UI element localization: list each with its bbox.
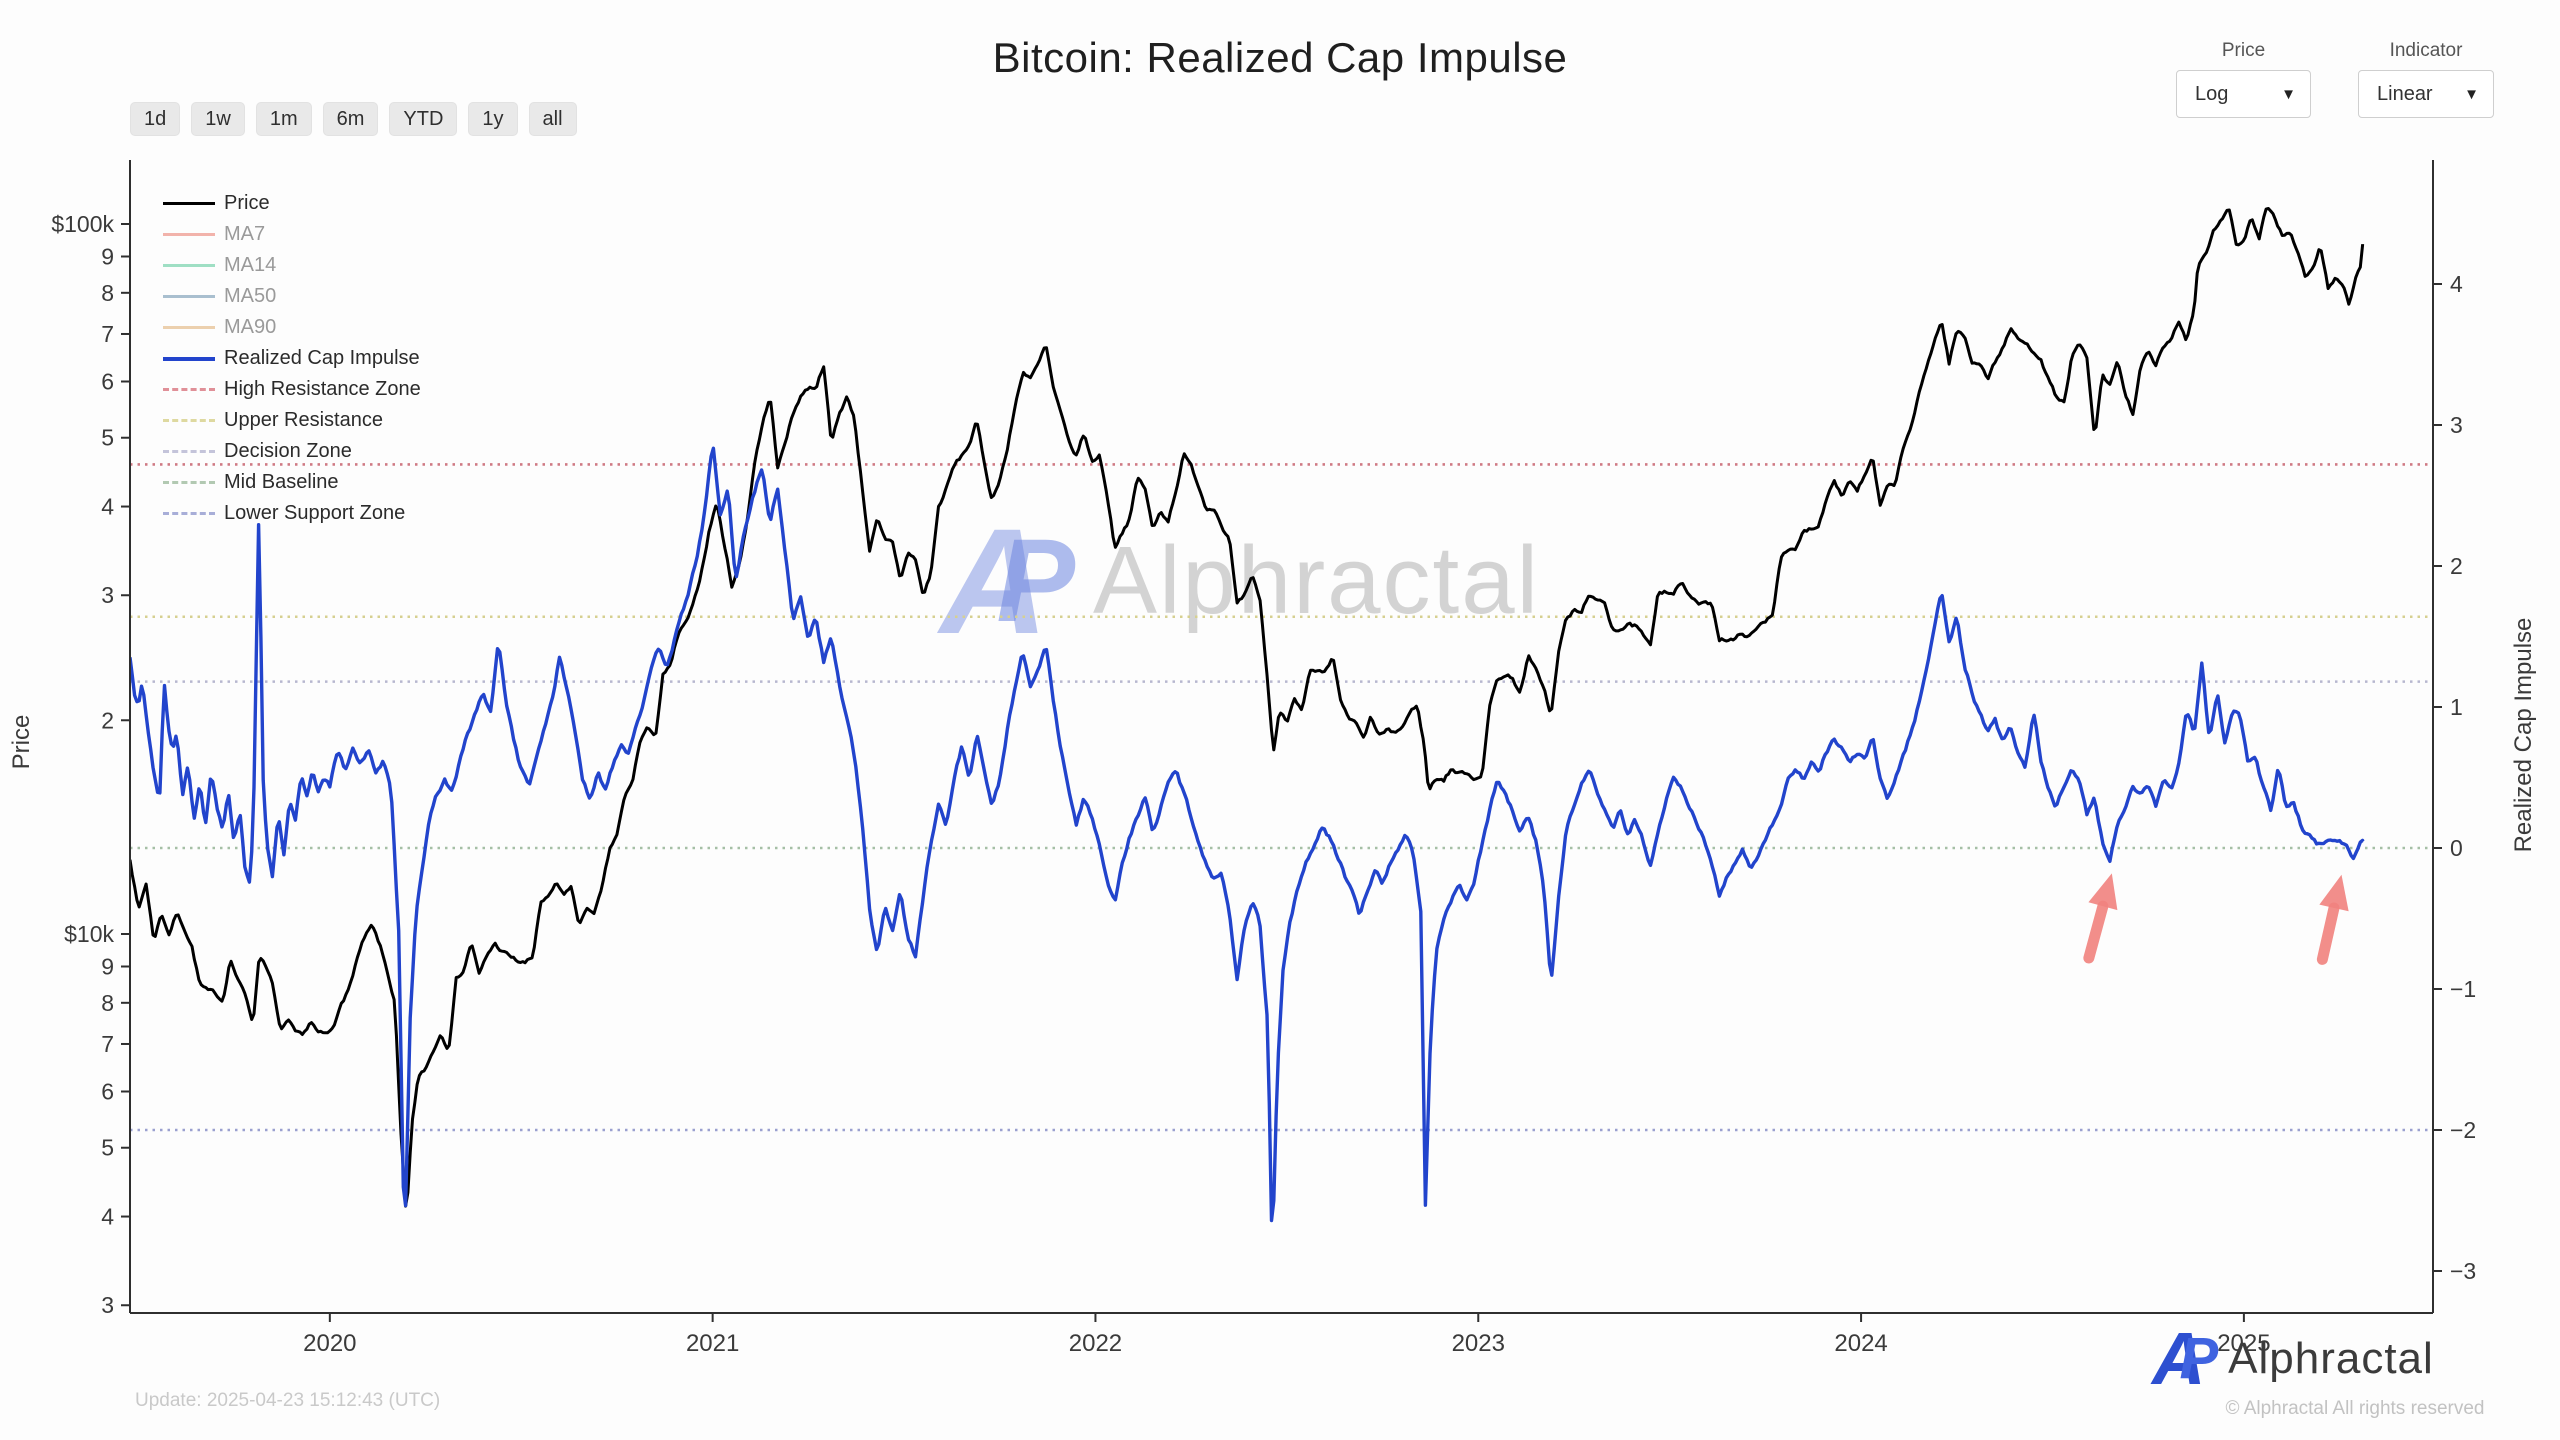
left-axis-tick-label: 9 [101,953,114,979]
range-button-all[interactable]: all [528,102,577,136]
time-range-button-row: 1d 1w 1m 6m YTD 1y all [130,102,577,136]
x-axis-tick-label: 2024 [1834,1330,1887,1357]
legend-label: Mid Baseline [224,471,339,493]
legend-item-ma90[interactable]: MA90 [163,312,421,343]
left-axis-tick-label: 3 [101,1292,114,1318]
right-axis-tick-label: −3 [2450,1258,2476,1284]
right-axis-tick-label: −2 [2450,1117,2476,1143]
legend-label: Realized Cap Impulse [224,347,420,369]
legend-label: MA14 [224,254,277,276]
indicator-dropdown-label: Indicator [2389,40,2463,61]
indicator-scale-dropdown-group: Indicator Linear ▼ [2358,40,2494,118]
left-axis-tick-label: 9 [101,243,114,269]
left-axis-tick-label: 4 [101,1204,114,1230]
legend-label: Lower Support Zone [224,502,406,524]
legend-label: High Resistance Zone [224,378,421,400]
legend-swatch-icon [163,512,215,515]
left-axis-title: Price [8,714,35,770]
left-axis-tick-label: $100k [51,211,114,237]
left-axis-tick-label: 2 [101,707,114,733]
price-scale-dropdown-group: Price Log ▼ [2176,40,2311,118]
range-button-6m[interactable]: 6m [322,102,379,136]
left-axis-tick-label: 8 [101,280,114,306]
legend-swatch-icon [163,388,215,391]
right-axis-tick-label: 0 [2450,835,2463,861]
legend-label: Decision Zone [224,440,352,462]
realized-cap-impulse-line [130,446,2365,1223]
legend-item-decision-zone[interactable]: Decision Zone [163,436,421,467]
range-button-1m[interactable]: 1m [255,102,312,136]
footer-logo: A P Alphractal [2152,1322,2434,1396]
x-axis-tick-label: 2021 [686,1330,739,1357]
range-button-1y[interactable]: 1y [468,102,518,136]
left-axis-tick-label: 3 [101,582,114,608]
chevron-down-icon: ▼ [2281,85,2296,103]
price-scale-select[interactable]: Log ▼ [2176,70,2311,118]
indicator-scale-value: Linear [2377,82,2433,105]
x-axis-tick-label: 2025 [2217,1330,2270,1357]
legend-item-ma50[interactable]: MA50 [163,281,421,312]
annotation-arrow-icon [2316,874,2349,965]
right-axis-tick-label: 3 [2450,412,2463,438]
left-axis-tick-label: 5 [101,1135,114,1161]
legend-item-realized-cap-impulse[interactable]: Realized Cap Impulse [163,343,421,374]
left-axis-tick-label: 7 [101,321,114,347]
legend-swatch-icon [163,450,215,453]
footer-ap-monogram-icon: P [2179,1326,2219,1391]
right-axis-tick-label: 4 [2450,271,2463,297]
legend-swatch-icon [163,326,215,329]
right-axis-title: Realized Cap Impulse [2510,617,2537,853]
indicator-scale-select[interactable]: Linear ▼ [2358,70,2494,118]
left-axis-tick-label: 6 [101,1079,114,1105]
left-axis-tick-label: 6 [101,369,114,395]
right-axis-tick-label: 2 [2450,553,2463,579]
left-axis-tick-label: $10k [64,921,114,947]
update-timestamp: Update: 2025-04-23 15:12:43 (UTC) [135,1390,441,1411]
x-axis-tick-label: 2022 [1069,1330,1122,1357]
x-axis-tick-label: 2020 [303,1330,356,1357]
legend-label: Upper Resistance [224,409,383,431]
right-axis-tick-label: 1 [2450,694,2463,720]
range-button-1d[interactable]: 1d [130,102,181,136]
price-line [130,207,2365,1208]
legend-label: MA50 [224,285,277,307]
legend-swatch-icon [163,356,215,361]
range-button-1w[interactable]: 1w [191,102,245,136]
legend-label: MA90 [224,316,277,338]
legend-swatch-icon [163,202,215,205]
legend-swatch-icon [163,481,215,484]
legend-item-ma14[interactable]: MA14 [163,250,421,281]
footer-logo-text: Alphractal [2228,1334,2434,1383]
right-axis-tick-label: −1 [2450,976,2476,1002]
price-dropdown-label: Price [2221,40,2266,61]
legend-item-upper-resistance[interactable]: Upper Resistance [163,405,421,436]
x-axis-tick-label: 2023 [1452,1330,1505,1357]
legend-label: Price [224,192,270,214]
copyright-text: © Alphractal All rights reserved [2225,1398,2485,1419]
chart-legend: Price MA7 MA14 MA50 MA90 Realized Cap Impulse… [163,188,421,529]
legend-label: MA7 [224,223,266,245]
legend-item-high-resistance-zone[interactable]: High Resistance Zone [163,374,421,405]
left-axis-tick-label: 7 [101,1031,114,1057]
legend-swatch-icon [163,295,215,298]
legend-swatch-icon [163,233,215,236]
footer-ap-monogram-icon: A [2152,1317,2206,1400]
legend-item-lower-support-zone[interactable]: Lower Support Zone [163,498,421,529]
left-axis-tick-label: 4 [101,494,114,520]
legend-item-price[interactable]: Price [163,188,421,219]
legend-swatch-icon [163,264,215,267]
price-scale-value: Log [2195,82,2229,105]
legend-item-ma7[interactable]: MA7 [163,219,421,250]
chevron-down-icon: ▼ [2464,85,2479,103]
left-axis-tick-label: 8 [101,990,114,1016]
annotation-arrow-icon [2083,873,2118,964]
range-button-ytd[interactable]: YTD [389,102,458,136]
legend-swatch-icon [163,419,215,422]
page-title: Bitcoin: Realized Cap Impulse [992,34,1568,81]
legend-item-mid-baseline[interactable]: Mid Baseline [163,467,421,498]
left-axis-tick-label: 5 [101,425,114,451]
